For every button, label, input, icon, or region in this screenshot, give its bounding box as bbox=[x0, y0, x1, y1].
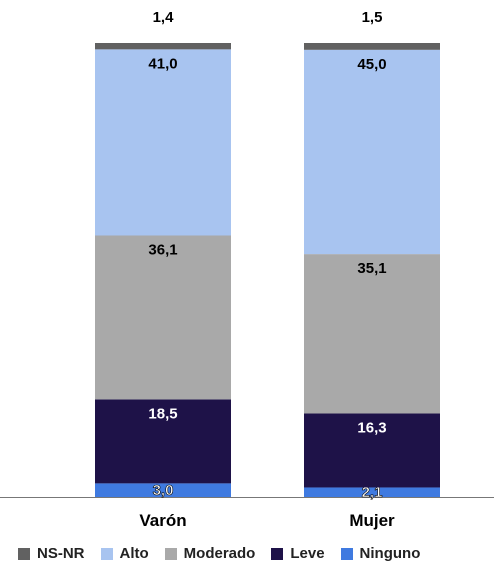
stacked-bar-chart: 3,0 18,5 36,1 41,0 1,4 Varón 2,1 16,3 35,1 45,0 1,… bbox=[0, 9, 494, 530]
legend-item-leve: Leve bbox=[271, 545, 325, 562]
bar-segment-mujer-ninguno bbox=[304, 487, 440, 497]
bar-segment-mujer-ns-nr bbox=[304, 43, 440, 50]
data-label-mujer-leve: 16,3 bbox=[357, 419, 386, 436]
legend-swatch bbox=[18, 547, 30, 560]
legend-item-ns-nr: NS-NR bbox=[18, 545, 85, 562]
category-label-mujer: Mujer bbox=[349, 511, 395, 530]
data-label-varon-ns-nr: 1,4 bbox=[153, 9, 175, 26]
bar-segment-mujer-moderado bbox=[304, 254, 440, 414]
legend-label: Ninguno bbox=[359, 545, 421, 562]
data-label-mujer-moderado: 35,1 bbox=[357, 260, 386, 277]
data-label-varon-alto: 41,0 bbox=[148, 55, 177, 72]
data-label-varon-ninguno: 3,0 bbox=[153, 482, 174, 499]
category-label-varon: Varón bbox=[139, 511, 186, 530]
data-label-varon-leve: 18,5 bbox=[148, 405, 177, 422]
legend-item-ninguno: Ninguno bbox=[340, 545, 421, 562]
legend: NS-NR Alto Moderado Leve Ninguno bbox=[18, 545, 420, 562]
legend-swatch bbox=[100, 547, 113, 560]
bar-segment-varon-ns-nr bbox=[95, 43, 231, 50]
bar-segment-mujer-alto bbox=[304, 49, 440, 255]
data-label-mujer-ninguno: 2,1 bbox=[362, 484, 383, 501]
bar-segment-varon-ninguno bbox=[95, 483, 231, 497]
legend-swatch bbox=[164, 547, 177, 560]
legend-swatch bbox=[340, 547, 353, 560]
legend-label: NS-NR bbox=[37, 545, 85, 562]
legend-item-moderado: Moderado bbox=[164, 545, 256, 562]
data-label-varon-moderado: 36,1 bbox=[148, 241, 177, 258]
legend-item-alto: Alto bbox=[100, 545, 149, 562]
bar-segment-varon-moderado bbox=[95, 235, 231, 400]
data-label-mujer-ns-nr: 1,5 bbox=[362, 9, 383, 26]
legend-label: Leve bbox=[290, 545, 325, 562]
legend-label: Moderado bbox=[183, 545, 256, 562]
bar-segment-varon-alto bbox=[95, 49, 231, 236]
legend-label: Alto bbox=[119, 545, 149, 562]
bar-segment-varon-leve bbox=[95, 399, 231, 484]
bar-segment-mujer-leve bbox=[304, 413, 440, 488]
data-label-mujer-alto: 45,0 bbox=[357, 56, 386, 73]
legend-swatch bbox=[271, 547, 284, 560]
